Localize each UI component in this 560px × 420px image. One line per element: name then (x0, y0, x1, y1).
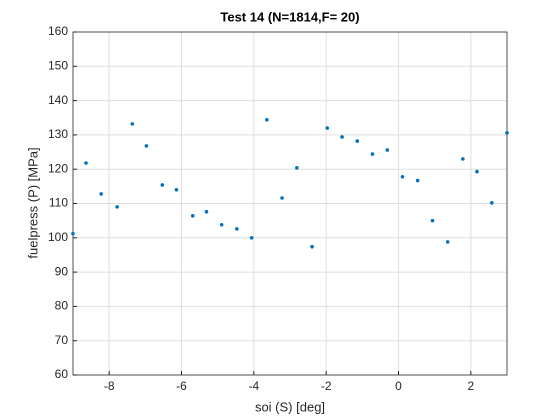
x-tick-label: 2 (467, 379, 474, 393)
point (174, 187, 179, 192)
chart-title: Test 14 (N=1814,F= 20) (220, 9, 359, 24)
point (490, 201, 494, 205)
point (415, 178, 420, 183)
point (144, 144, 149, 148)
point (340, 135, 344, 139)
point (99, 192, 104, 196)
y-tick-label: 60 (55, 367, 69, 381)
y-tick-label: 80 (55, 299, 69, 313)
point (310, 244, 314, 249)
point (84, 161, 88, 165)
x-tick-label: 0 (395, 379, 402, 393)
y-tick-label: 90 (55, 264, 69, 278)
point (355, 139, 360, 143)
point (461, 157, 465, 161)
point (71, 231, 75, 236)
point (505, 131, 509, 135)
x-tick-label: -6 (176, 379, 187, 393)
y-axis-label: fuelpress (P) [MPa] (25, 147, 40, 258)
point (475, 169, 479, 174)
point (295, 166, 299, 170)
point (400, 174, 405, 179)
x-axis-label: soi (S) [deg] (255, 399, 325, 414)
point (235, 227, 239, 231)
point (130, 122, 135, 126)
y-tick-label: 110 (49, 196, 68, 210)
point (204, 209, 209, 214)
x-tick-label: -2 (321, 379, 332, 393)
y-tick-label: 130 (48, 127, 68, 141)
y-tick-label: 150 (48, 58, 68, 72)
point (280, 196, 284, 200)
y-tick-label: 100 (48, 230, 68, 244)
y-tick-label: 70 (55, 333, 69, 347)
point (385, 148, 390, 152)
point (190, 214, 195, 218)
point (370, 152, 375, 156)
x-tick-label: -8 (104, 379, 115, 393)
axes-box (72, 31, 508, 376)
point (115, 205, 119, 209)
point (430, 218, 435, 223)
y-tick-label: 160 (48, 24, 68, 38)
point (160, 183, 165, 187)
point (445, 240, 450, 244)
point (249, 236, 254, 240)
point (219, 222, 224, 227)
x-tick-label: -4 (248, 379, 259, 393)
point (265, 118, 269, 122)
point (325, 126, 330, 130)
y-tick-label: 140 (48, 93, 68, 107)
y-tick-label: 120 (48, 161, 68, 175)
